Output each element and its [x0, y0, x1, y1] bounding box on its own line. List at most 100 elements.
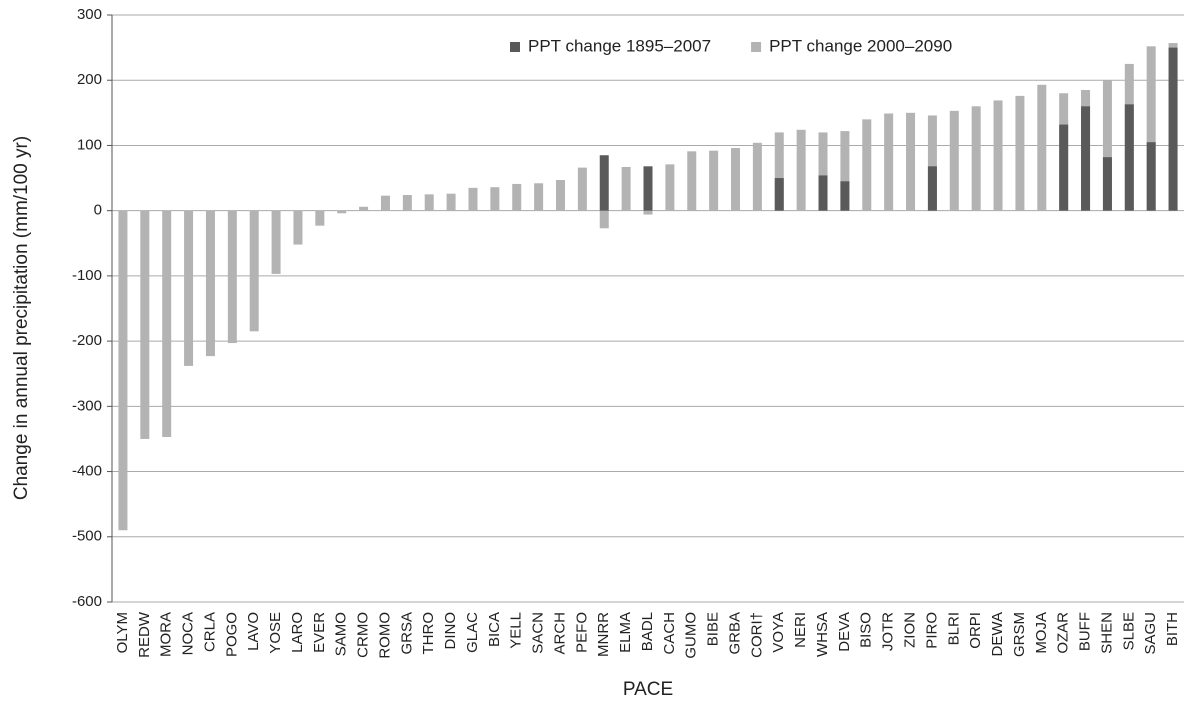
bar	[1081, 106, 1091, 211]
bar	[140, 210, 150, 439]
bar	[1059, 124, 1069, 211]
x-tick-label: NOCA	[180, 612, 197, 655]
x-tick-label: SLBE	[1120, 612, 1137, 650]
bar	[752, 142, 762, 211]
x-tick-label: THRO	[420, 612, 437, 655]
x-tick-label: ROMO	[376, 612, 393, 659]
bar	[577, 167, 587, 211]
y-tick-label: -500	[72, 528, 102, 545]
bar	[1168, 47, 1178, 211]
bar	[402, 195, 412, 211]
x-tick-label: ORPI	[967, 612, 984, 649]
x-tick-label: SHEN	[1098, 612, 1115, 654]
bar	[643, 210, 653, 215]
bar	[731, 148, 741, 211]
x-tick-label: DEVA	[836, 612, 853, 652]
y-tick-label: 0	[94, 202, 102, 219]
bar	[1146, 142, 1156, 211]
bar	[424, 194, 434, 211]
bar	[1146, 46, 1156, 211]
bar	[1102, 157, 1112, 211]
x-tick-label: ZION	[901, 612, 918, 648]
y-tick-label: -100	[72, 267, 102, 284]
bar	[184, 210, 194, 366]
x-tick-label: DINO	[442, 612, 459, 650]
x-tick-label: PIRO	[923, 612, 940, 649]
x-tick-label: CACH	[661, 612, 678, 655]
bar	[949, 110, 959, 211]
x-tick-label: PEFO	[573, 612, 590, 653]
x-tick-label: GRSM	[1011, 612, 1028, 657]
x-tick-label: GRSA	[398, 612, 415, 655]
y-tick-label: -300	[72, 397, 102, 414]
y-tick-label: -600	[72, 593, 102, 610]
x-axis-title: PACE	[623, 679, 673, 700]
legend-swatch	[510, 42, 520, 52]
bar	[555, 180, 565, 211]
x-tick-label: MORA	[158, 612, 175, 657]
bar	[271, 210, 281, 274]
bar	[709, 150, 719, 211]
y-axis-title: Change in annual precipitation (mm/100 y…	[11, 136, 32, 500]
bar	[1102, 80, 1112, 211]
bar	[1037, 84, 1047, 211]
bar	[774, 178, 784, 211]
x-tick-label: GRBA	[726, 612, 743, 655]
x-tick-label: LAVO	[245, 612, 262, 651]
bar	[621, 166, 631, 211]
bar	[927, 166, 937, 211]
x-tick-label: BADL	[639, 612, 656, 651]
x-tick-label: CORI†	[748, 612, 765, 658]
x-tick-label: REDW	[136, 611, 153, 658]
x-tick-label: BLRI	[945, 612, 962, 645]
x-tick-label: OZAR	[1055, 612, 1072, 654]
y-tick-label: -200	[72, 332, 102, 349]
y-tick-label: 300	[77, 6, 102, 23]
bar	[840, 181, 850, 211]
x-tick-label: YELL	[508, 612, 525, 649]
y-tick-label: 200	[77, 71, 102, 88]
bar	[315, 210, 325, 226]
bar	[162, 210, 172, 437]
bar	[446, 193, 456, 211]
x-tick-label: CRMO	[355, 612, 372, 658]
legend-label: PPT change 2000–2090	[769, 36, 952, 55]
bar	[380, 195, 390, 211]
x-tick-label: POGO	[223, 612, 240, 657]
bar	[205, 210, 215, 357]
y-tick-label: 100	[77, 136, 102, 153]
x-tick-label: YOSE	[267, 612, 284, 654]
x-tick-label: SACN	[530, 612, 547, 654]
x-tick-label: NERI	[792, 612, 809, 648]
x-tick-label: JOTR	[880, 612, 897, 651]
bar	[1124, 104, 1134, 211]
bar	[665, 164, 675, 211]
x-tick-label: BIBE	[705, 612, 722, 646]
bar	[643, 166, 653, 211]
bar	[818, 132, 828, 211]
bar	[1015, 95, 1025, 211]
y-tick-label: -400	[72, 463, 102, 480]
bar	[971, 106, 981, 211]
bar	[927, 115, 937, 211]
bar	[468, 187, 478, 211]
x-tick-label: BICA	[486, 612, 503, 647]
bar	[293, 210, 303, 245]
legend-swatch	[751, 42, 762, 52]
bar	[599, 210, 609, 229]
bar	[906, 112, 916, 211]
bar	[337, 210, 347, 214]
bar	[796, 129, 806, 211]
x-tick-label: SAGU	[1142, 612, 1159, 655]
x-tick-label: MNRR	[595, 612, 612, 657]
legend-label: PPT change 1895–2007	[528, 36, 711, 55]
x-tick-label: BUFF	[1077, 612, 1094, 651]
x-tick-label: VOYA	[770, 612, 787, 653]
bar	[774, 132, 784, 211]
x-tick-label: GUMO	[683, 612, 700, 659]
x-tick-label: MOJA	[1033, 612, 1050, 654]
x-tick-label: EVER	[311, 612, 328, 653]
bar	[599, 155, 609, 211]
x-tick-label: LARO	[289, 612, 306, 653]
